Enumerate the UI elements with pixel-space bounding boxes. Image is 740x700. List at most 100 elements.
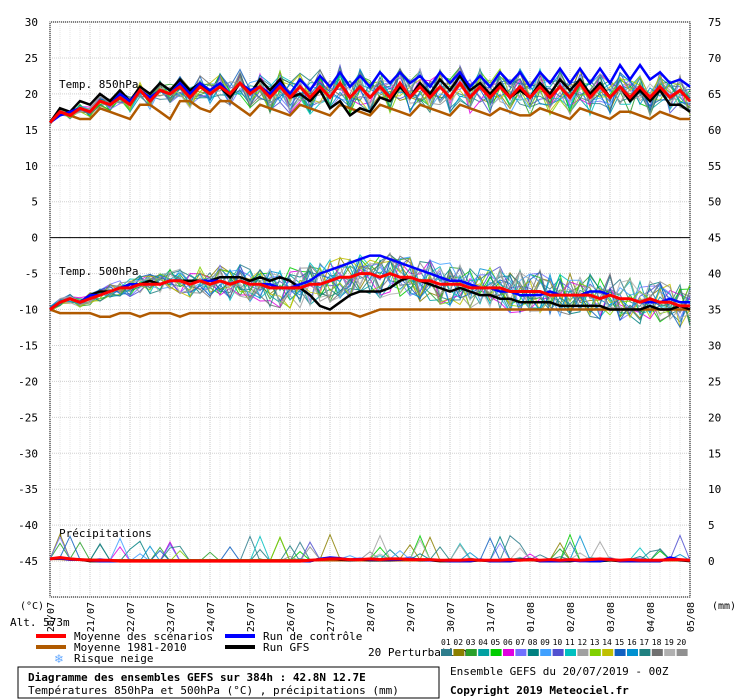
perturbation-swatch xyxy=(453,649,465,656)
right-tick-label: 40 xyxy=(708,268,721,281)
legend-label-gfs: Run GFS xyxy=(263,641,309,654)
x-tick-label: 23/07 xyxy=(166,602,177,632)
perturbation-swatch xyxy=(676,649,688,656)
x-tick-label: 03/08 xyxy=(606,602,617,632)
mean-t500-line xyxy=(49,272,690,311)
snowflake-icon: ❄ xyxy=(54,652,64,666)
legend-label-climatology: Moyenne 1981-2010 xyxy=(74,641,187,654)
perturbation-id: 20 xyxy=(677,638,687,647)
perturbation-id: 15 xyxy=(615,638,625,647)
x-tick-label: 05/08 xyxy=(686,602,697,632)
perturbation-id: 13 xyxy=(590,638,600,647)
left-tick-label: -15 xyxy=(18,339,38,352)
perturbation-swatch xyxy=(465,649,477,656)
perturbation-id: 18 xyxy=(652,638,662,647)
right-tick-label: 35 xyxy=(708,304,721,317)
perturbation-swatch xyxy=(639,649,651,656)
perturbation-id: 14 xyxy=(602,638,612,647)
perturbation-t500-line xyxy=(49,253,691,319)
right-tick-label: 65 xyxy=(708,88,721,101)
left-tick-label: -20 xyxy=(18,375,38,388)
perturbation-swatch xyxy=(602,649,614,656)
legend-label-snow: Risque neige xyxy=(74,652,153,665)
legend-label-control: Run de contrôle xyxy=(263,630,362,643)
left-tick-label: 20 xyxy=(25,88,38,101)
perturbation-id: 07 xyxy=(515,638,525,647)
x-tick-label: 28/07 xyxy=(366,602,377,632)
x-tick-label: 31/07 xyxy=(486,602,497,632)
left-tick-label: 15 xyxy=(25,124,38,137)
perturbation-swatch xyxy=(552,649,564,656)
left-tick-label: -30 xyxy=(18,447,38,460)
right-tick-label: 20 xyxy=(708,411,721,424)
right-tick-label: 5 xyxy=(708,519,715,532)
perturbation-swatch xyxy=(540,649,552,656)
chart-subtitle: Températures 850hPa et 500hPa (°C) , pré… xyxy=(28,684,399,697)
legend-swatch-control xyxy=(225,634,255,638)
gfs-t850-line xyxy=(48,73,691,124)
perturbation-id: 11 xyxy=(565,638,575,647)
copyright: Copyright 2019 Meteociel.fr xyxy=(450,684,629,697)
left-tick-label: -5 xyxy=(25,268,38,281)
right-tick-label: 15 xyxy=(708,447,721,460)
climatology-t500-line xyxy=(49,308,690,319)
perturbation-id: 19 xyxy=(664,638,674,647)
right-tick-label: 55 xyxy=(708,160,721,173)
perturbation-id: 09 xyxy=(540,638,550,647)
panel-labels: Temp. 850hPa Temp. 500hPa Précipitations xyxy=(59,78,152,540)
right-tick-label: 10 xyxy=(708,483,721,496)
title-box-border xyxy=(17,666,440,699)
series-lines xyxy=(48,62,692,563)
perturbation-swatch xyxy=(515,649,527,656)
perturbation-id: 03 xyxy=(466,638,476,647)
x-tick-label: 25/07 xyxy=(246,602,257,632)
left-axis-ticks: 30 25 20 15 10 5 0 -5 -10 -15 -20 -25 -30 -35 -40 -45 xyxy=(18,16,38,568)
mean-precip-line xyxy=(49,555,691,563)
perturbation-swatch xyxy=(614,649,626,656)
x-tick-label: 20/07 xyxy=(46,602,57,632)
x-tick-label: 29/07 xyxy=(406,602,417,632)
perturbation-id: 16 xyxy=(627,638,637,647)
perturbation-swatch xyxy=(478,649,490,656)
title-box: Diagramme des ensembles GEFS sur 384h : … xyxy=(17,666,440,699)
left-tick-label: -10 xyxy=(18,304,38,317)
run-info: Ensemble GEFS du 20/07/2019 - 00Z xyxy=(450,665,669,678)
perturbation-swatch xyxy=(441,649,452,656)
perturbation-swatch xyxy=(664,649,676,656)
left-tick-label: -25 xyxy=(18,411,38,424)
left-tick-label: 5 xyxy=(31,196,38,209)
right-tick-label: 45 xyxy=(708,232,721,245)
left-tick-label: 10 xyxy=(25,160,38,173)
perturbation-t500-line xyxy=(49,255,691,322)
right-tick-label: 60 xyxy=(708,124,721,137)
climatology-t850-line xyxy=(49,99,690,124)
perturbation-id: 12 xyxy=(577,638,587,647)
left-tick-label: -45 xyxy=(18,555,38,568)
perturbation-swatch xyxy=(503,649,514,656)
perturbation-swatch xyxy=(565,649,576,656)
left-tick-label: 0 xyxy=(31,232,38,245)
legend: Moyenne des scénarios Run de contrôle Mo… xyxy=(36,630,362,666)
right-tick-label: 25 xyxy=(708,375,721,388)
right-tick-label: 50 xyxy=(708,196,721,209)
perturbation-swatch xyxy=(577,649,589,656)
x-tick-label: 30/07 xyxy=(446,602,457,632)
right-tick-label: 70 xyxy=(708,52,721,65)
perturbation-id: 04 xyxy=(478,638,488,647)
perturbation-legend: 20 Perturbations 01 02 03 04 05 06 07 08 09 10 11 1… xyxy=(368,638,688,659)
legend-swatch-mean xyxy=(36,634,66,638)
left-tick-label: -35 xyxy=(18,483,38,496)
left-tick-label: 30 xyxy=(25,16,38,29)
perturbation-swatch xyxy=(627,649,638,656)
perturbation-swatch xyxy=(527,649,539,656)
left-tick-label: 25 xyxy=(25,52,38,65)
perturbation-id: 02 xyxy=(453,638,463,647)
perturbation-t500-line xyxy=(49,261,691,319)
perturbation-swatch xyxy=(589,649,601,656)
left-tick-label: -40 xyxy=(18,519,38,532)
x-tick-label: 01/08 xyxy=(526,602,537,632)
altitude-label: Alt. 573m xyxy=(10,616,70,629)
right-tick-label: 0 xyxy=(708,555,715,568)
legend-swatch-climatology xyxy=(36,645,66,649)
